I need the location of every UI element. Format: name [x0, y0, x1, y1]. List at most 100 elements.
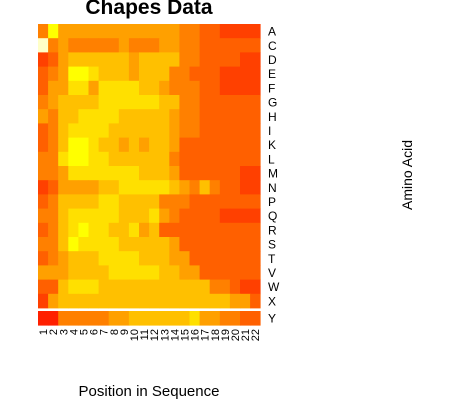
heatmap-cell — [229, 66, 241, 82]
heatmap-cell — [88, 311, 99, 326]
x-tick-label: 20 — [230, 329, 242, 341]
y-tick-label: D — [268, 53, 277, 67]
heatmap-cell — [229, 180, 241, 195]
heatmap-cell — [48, 222, 59, 238]
heatmap-cell — [219, 208, 231, 224]
heatmap-cell — [48, 24, 59, 39]
heatmap-cell — [98, 80, 110, 96]
heatmap-cell — [48, 237, 59, 252]
heatmap-cell — [128, 95, 140, 110]
heatmap-cell — [229, 279, 241, 295]
heatmap-cell — [88, 66, 99, 82]
heatmap-cell — [38, 265, 49, 280]
heatmap-cell — [179, 311, 190, 326]
heatmap-cell — [118, 311, 130, 326]
heatmap-cell — [98, 180, 110, 195]
heatmap-cell — [38, 66, 49, 82]
heatmap-cell — [58, 194, 69, 209]
heatmap-cell — [229, 95, 241, 110]
heatmap-cell — [240, 311, 251, 326]
heatmap-cell — [98, 311, 110, 326]
heatmap-cell — [108, 237, 120, 252]
x-tick-label: 6 — [89, 329, 101, 335]
heatmap-cell — [209, 95, 221, 110]
heatmap-cell — [250, 293, 261, 309]
heatmap-cell — [98, 208, 110, 224]
heatmap-cell — [250, 52, 261, 67]
heatmap-cell — [88, 95, 99, 110]
heatmap-cell — [139, 66, 150, 82]
heatmap-cell — [48, 95, 59, 110]
heatmap-cell — [48, 251, 59, 266]
heatmap-cell — [240, 52, 251, 67]
heatmap-cell — [128, 66, 140, 82]
heatmap-cell — [240, 95, 251, 110]
heatmap-cell — [108, 80, 120, 96]
heatmap-cell — [38, 194, 49, 209]
heatmap-cell — [78, 123, 89, 138]
heatmap-cell — [58, 279, 69, 295]
heatmap-cell — [58, 180, 69, 195]
heatmap-cell — [139, 80, 150, 96]
heatmap-cell — [58, 311, 69, 326]
heatmap-cell — [240, 80, 251, 96]
heatmap-cell — [88, 52, 99, 67]
heatmap-cell — [189, 80, 200, 96]
heatmap-cell — [199, 222, 211, 238]
heatmap-cell — [240, 38, 251, 53]
heatmap-cell — [189, 66, 200, 82]
heatmap-cell — [159, 180, 170, 195]
heatmap-cell — [219, 52, 231, 67]
heatmap-cell — [48, 194, 59, 209]
heatmap-cell — [209, 311, 221, 326]
heatmap-cell — [219, 123, 231, 138]
heatmap-cell — [139, 123, 150, 138]
heatmap-cell — [169, 293, 180, 309]
heatmap-cell — [68, 237, 79, 252]
heatmap-cell — [118, 123, 130, 138]
heatmap-cell — [179, 80, 190, 96]
heatmap-cell — [209, 237, 221, 252]
heatmap-cell — [118, 109, 130, 124]
heatmap-cell — [78, 265, 89, 280]
heatmap-cell — [88, 38, 99, 53]
heatmap-cell — [139, 311, 150, 326]
heatmap-cell — [38, 38, 49, 53]
heatmap-cell — [199, 279, 211, 295]
heatmap-cell — [58, 123, 69, 138]
heatmap-cell — [199, 52, 211, 67]
heatmap-cell — [98, 265, 110, 280]
y-tick-label: X — [268, 294, 276, 308]
heatmap-cell — [159, 137, 170, 153]
heatmap-cell — [149, 293, 160, 309]
heatmap-cell — [149, 166, 160, 181]
heatmap-cell — [199, 180, 211, 195]
heatmap-cell — [219, 311, 231, 326]
heatmap-cell — [189, 222, 200, 238]
heatmap-cell — [58, 151, 69, 167]
heatmap-cell — [48, 123, 59, 138]
y-tick-label: Q — [268, 209, 277, 223]
heatmap-cell — [250, 251, 261, 266]
heatmap-cell — [219, 293, 231, 309]
y-tick-label: R — [268, 223, 277, 237]
heatmap-cell — [128, 251, 140, 266]
heatmap-cell — [169, 95, 180, 110]
heatmap-cell — [240, 279, 251, 295]
heatmap-cell — [229, 265, 241, 280]
heatmap-cell — [58, 293, 69, 309]
heatmap-cell — [118, 38, 130, 53]
heatmap-cell — [219, 38, 231, 53]
heatmap-cell — [88, 80, 99, 96]
heatmap-cell — [128, 52, 140, 67]
heatmap-cell — [58, 95, 69, 110]
heatmap-cell — [229, 24, 241, 39]
heatmap-cell — [209, 251, 221, 266]
heatmap-cell — [209, 109, 221, 124]
heatmap-cell — [48, 279, 59, 295]
heatmap-cell — [179, 208, 190, 224]
x-tick-label: 16 — [190, 329, 202, 341]
heatmap-cell — [98, 151, 110, 167]
heatmap-cell — [128, 194, 140, 209]
heatmap-cell — [199, 109, 211, 124]
